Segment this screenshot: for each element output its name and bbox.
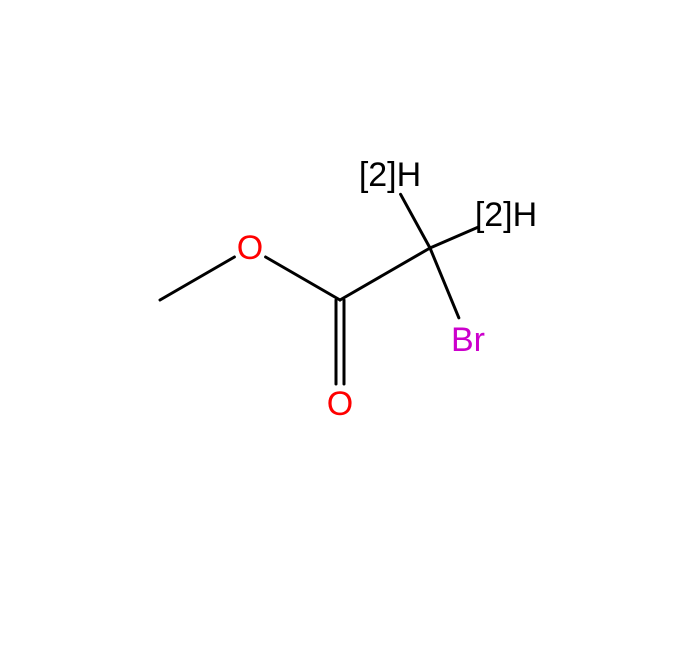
bond-single — [401, 194, 430, 248]
atoms-group: O O Br [2]H [2]H — [237, 156, 537, 423]
bond-single — [430, 248, 459, 318]
atom-label-br: Br — [451, 321, 485, 359]
bond-single — [160, 257, 234, 300]
molecule-diagram: O O Br [2]H [2]H — [0, 0, 699, 646]
bond-single — [430, 227, 478, 248]
atom-label-o_ether: O — [237, 229, 263, 267]
bond-single — [266, 257, 340, 300]
bonds-group — [160, 194, 478, 384]
atom-label-d1: [2]H — [359, 156, 421, 194]
atom-label-o_dbl: O — [327, 385, 353, 423]
atom-label-d2: [2]H — [475, 196, 537, 234]
bond-single — [340, 248, 430, 300]
